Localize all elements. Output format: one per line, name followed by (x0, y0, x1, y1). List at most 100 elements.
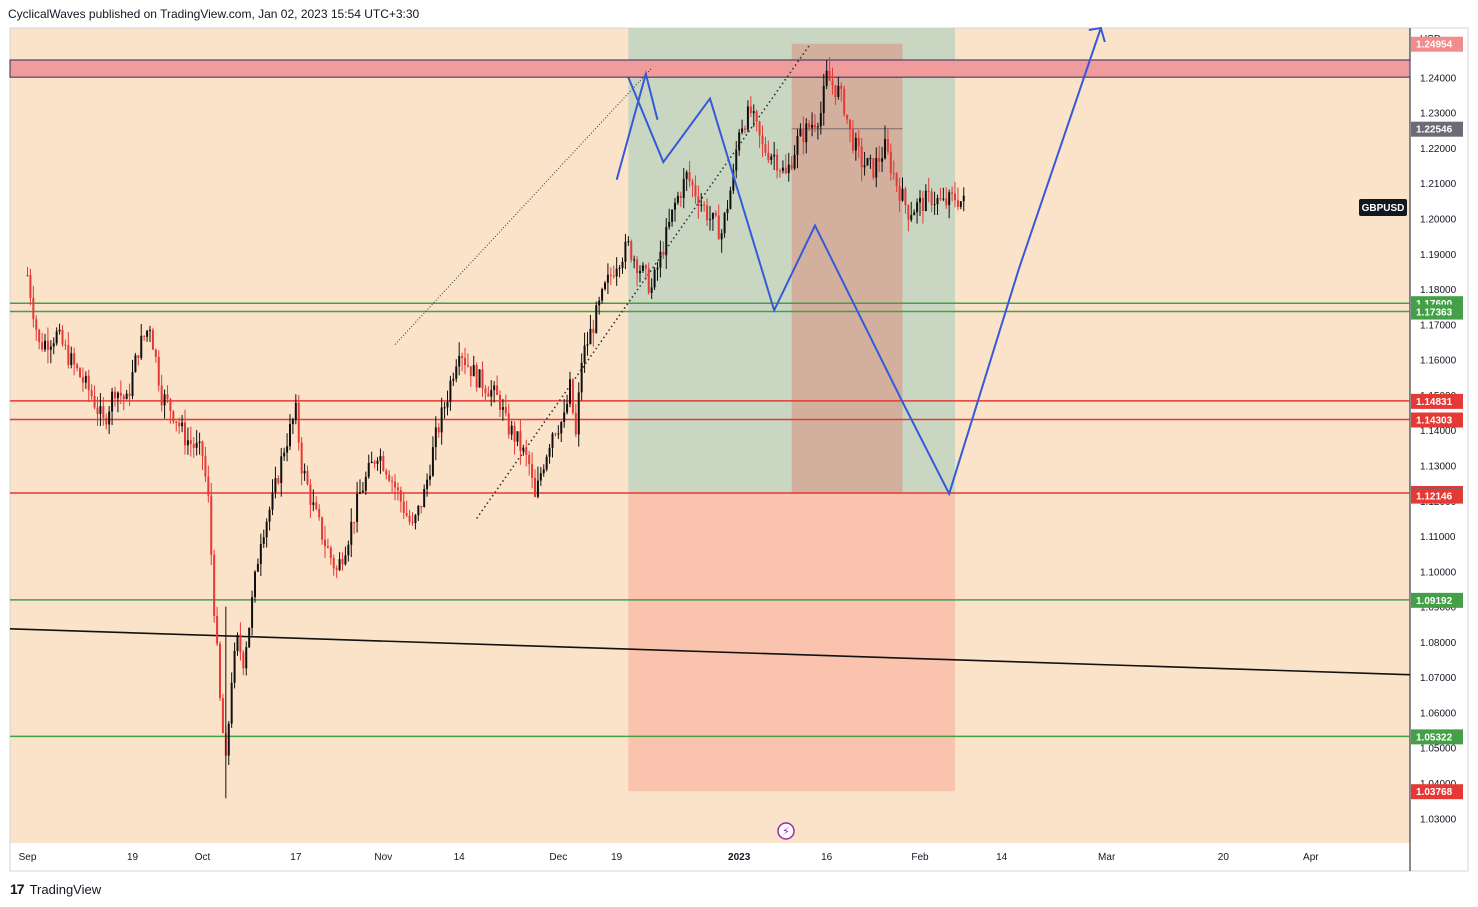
candle-body (586, 344, 589, 346)
candle-body (860, 146, 863, 168)
candle-body (341, 559, 344, 565)
candle-body (370, 461, 373, 464)
symbol-badge-text: GBPUSD (1362, 203, 1405, 214)
candle-body (691, 181, 694, 186)
candle-body (157, 357, 160, 386)
resistance-band (9, 59, 1411, 78)
candle-body (429, 475, 431, 480)
candle-body (726, 208, 729, 214)
candle-body (641, 265, 644, 271)
candle-body (70, 353, 73, 366)
candle-body (405, 513, 408, 516)
candle-body (910, 215, 913, 220)
candle-body (895, 173, 898, 187)
candle-body (169, 399, 172, 412)
projection-arrow-head (1088, 26, 1106, 43)
candle-body (221, 698, 224, 734)
candle-body (481, 369, 484, 389)
candle-body (589, 328, 592, 345)
candle-body (417, 505, 420, 516)
candle-body (758, 121, 761, 136)
candle-body (478, 369, 481, 388)
candle-body (335, 568, 338, 570)
candle-body (359, 492, 361, 494)
candle-body (332, 558, 335, 569)
candle-body (347, 544, 350, 556)
candle-body (621, 261, 624, 268)
candle-body (557, 433, 560, 435)
candle-body (571, 379, 574, 413)
candle-body (154, 349, 157, 358)
candle-body (399, 490, 402, 502)
candle-body (945, 198, 948, 206)
candle-body (312, 502, 315, 505)
candle-body (525, 447, 528, 456)
price-badge-text: 1.17363 (1416, 308, 1453, 319)
candle-body (271, 492, 274, 510)
candle-body (437, 427, 440, 433)
candle-body (898, 186, 901, 201)
price-tick-label: 1.11000 (1420, 532, 1456, 543)
candle-body (752, 111, 755, 114)
candle-body (134, 355, 137, 373)
candle-body (816, 126, 819, 128)
candle-body (834, 85, 837, 97)
candle-body (455, 366, 458, 379)
candle-body (854, 137, 857, 151)
candle-body (711, 212, 714, 220)
price-badge-text: 1.09192 (1416, 596, 1453, 607)
candle-body (636, 259, 639, 274)
candle-body (863, 165, 866, 168)
candle-body (674, 202, 676, 210)
candle-body (866, 158, 869, 166)
candle-body (443, 407, 446, 409)
candle-body (376, 460, 379, 464)
candle-body (408, 515, 411, 523)
candle-body (560, 422, 563, 434)
candle-body (318, 508, 321, 518)
candle-body (881, 158, 884, 162)
candle-body (647, 268, 650, 293)
candle-body (755, 111, 758, 122)
candle-body (254, 571, 256, 598)
candle-body (709, 219, 711, 221)
candle-body (679, 195, 682, 198)
candle-body (668, 221, 671, 228)
candle-body (959, 201, 962, 207)
time-tick-label: Mar (1098, 852, 1116, 863)
price-tick-label: 1.07000 (1420, 673, 1457, 684)
candle-body (361, 490, 364, 493)
candle-body (956, 200, 959, 207)
time-tick-label: Oct (195, 852, 211, 863)
candle-body (548, 447, 551, 457)
candle-body (105, 417, 108, 425)
candle-body (280, 456, 283, 484)
loss-zone (628, 492, 955, 792)
time-tick-label: 14 (996, 852, 1008, 863)
price-badge-text: 1.05322 (1416, 732, 1453, 743)
candle-body (513, 425, 516, 442)
candle-body (889, 151, 892, 174)
candle-body (606, 274, 609, 283)
tradingview-logo[interactable]: 17 TradingView (10, 881, 101, 897)
candle-body (289, 424, 291, 447)
candle-body (198, 441, 201, 443)
candle-body (770, 156, 773, 160)
price-tick-label: 1.05000 (1420, 744, 1457, 755)
price-badge (1411, 784, 1463, 800)
candle-body (767, 152, 770, 160)
candle-body (46, 340, 49, 350)
price-tick-label: 1.19000 (1420, 250, 1457, 261)
candle-body (213, 554, 216, 617)
candle-body (927, 190, 930, 192)
candle-body (391, 480, 394, 482)
time-tick-label: 19 (611, 852, 623, 863)
candle-body (703, 204, 706, 206)
candle-body (356, 493, 359, 522)
candle-body (274, 478, 277, 493)
candle-body (326, 546, 329, 548)
price-tick-label: 1.09000 (1420, 603, 1457, 614)
candle-body (102, 406, 105, 418)
candle-body (604, 282, 606, 290)
